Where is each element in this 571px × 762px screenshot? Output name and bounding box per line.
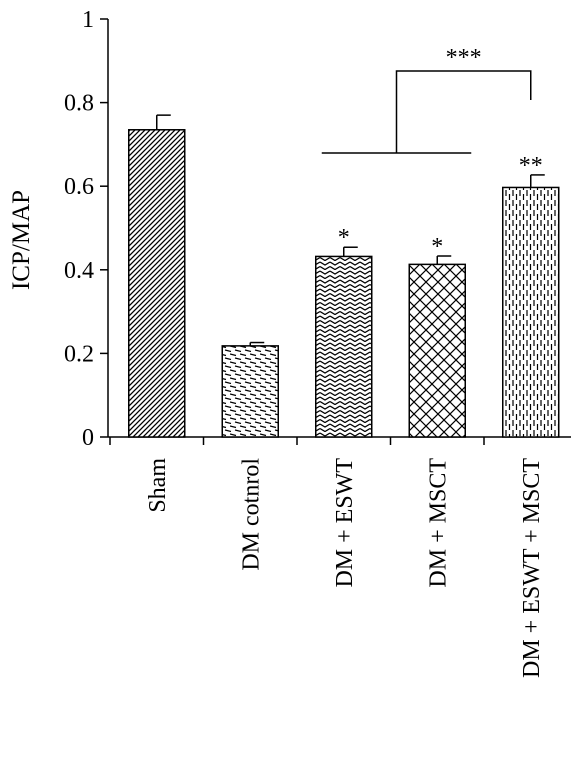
bar — [221, 345, 279, 438]
y-tick-label: 0.6 — [64, 174, 94, 200]
x-category-label: DM + ESWT + MSCT — [519, 458, 545, 678]
y-tick-label: 1 — [82, 7, 94, 33]
significance-annotations: * ****** — [321, 45, 543, 260]
y-tick-label: 0 — [82, 425, 94, 451]
y-tick-label: 0.2 — [64, 341, 94, 367]
y-tick-label: 0.8 — [64, 91, 94, 117]
bar — [502, 186, 560, 438]
bars — [128, 114, 560, 438]
significance-stars: * — [338, 225, 350, 251]
comparison-stars: *** — [446, 45, 482, 71]
y-tick-label: 0.4 — [64, 258, 94, 284]
comparison-bracket — [395, 70, 532, 153]
x-category-label: DM + MSCT — [425, 458, 451, 588]
x-category-label: DM cotnrol — [238, 458, 264, 571]
x-axis-labels: Sham DM cotnrol DM + ESWT DM + MSCT DM + ESW… — [145, 458, 545, 678]
bar — [128, 129, 186, 438]
x-category-label: Sham — [145, 458, 171, 513]
bar — [408, 263, 466, 438]
significance-stars: ** — [519, 153, 543, 179]
significance-stars: * — [431, 234, 443, 260]
bar — [315, 255, 373, 438]
x-category-label: DM + ESWT — [332, 458, 358, 588]
y-axis-title: ICP/MAP — [8, 190, 35, 290]
